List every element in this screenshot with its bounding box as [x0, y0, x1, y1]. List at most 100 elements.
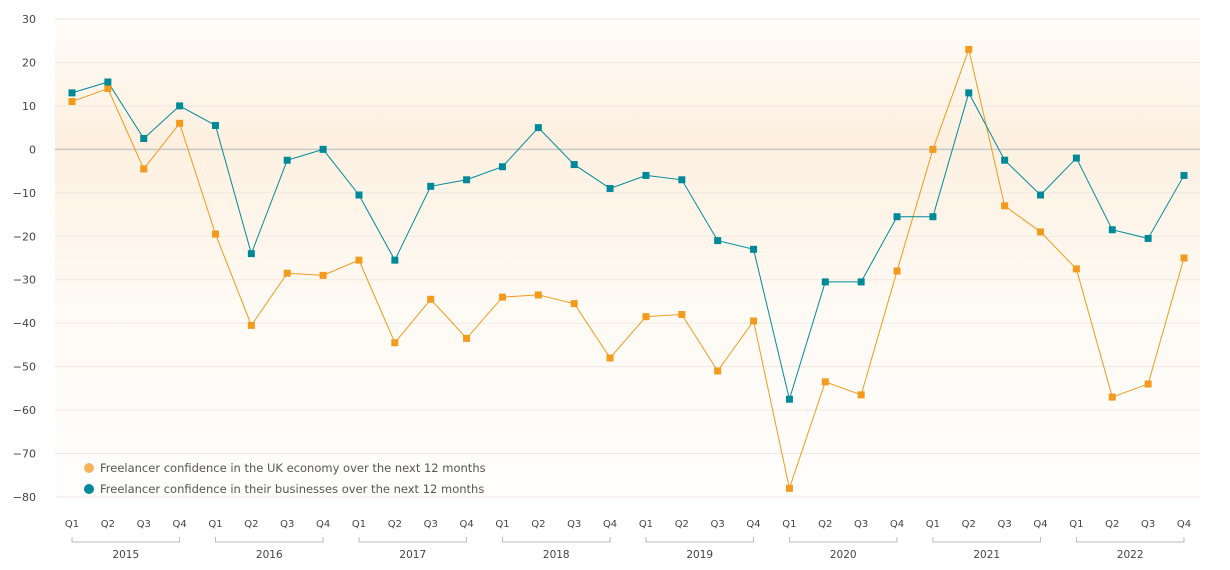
data-point: [427, 295, 435, 303]
data-point: [750, 317, 758, 325]
x-tick-label: Q4: [746, 519, 760, 530]
y-tick-label: −40: [13, 317, 36, 330]
data-point: [355, 191, 363, 199]
year-bracket: [71, 537, 181, 543]
series-line: [71, 47, 1185, 491]
legend-marker-economy: [84, 462, 94, 473]
data-point: [857, 278, 865, 286]
x-tick-label: Q2: [675, 519, 689, 530]
data-point: [283, 269, 291, 277]
x-tick-label: Q1: [65, 519, 79, 530]
y-tick-label: −80: [13, 491, 36, 504]
x-tick-label: Q1: [926, 519, 940, 530]
data-point: [714, 237, 722, 245]
y-tick-label: −50: [13, 361, 36, 374]
data-point: [929, 213, 937, 221]
data-point: [857, 391, 865, 399]
data-point: [570, 300, 578, 308]
data-point: [534, 124, 542, 132]
legend-item-business: Freelancer confidence in their businesse…: [84, 478, 486, 499]
data-point: [319, 145, 327, 153]
y-tick-label: −70: [13, 448, 36, 461]
data-point: [821, 378, 829, 386]
x-tick-label: Q4: [172, 519, 186, 530]
data-point: [678, 176, 686, 184]
data-point: [965, 89, 973, 97]
data-point: [211, 121, 219, 129]
legend-label-business: Freelancer confidence in their businesse…: [100, 481, 485, 496]
x-tick-label: Q2: [388, 519, 402, 530]
data-point: [893, 213, 901, 221]
data-point: [606, 184, 614, 192]
data-point: [1144, 380, 1152, 388]
x-tick-label: Q3: [567, 519, 581, 530]
year-label: 2022: [1117, 549, 1144, 561]
data-point: [750, 245, 758, 253]
data-point: [140, 165, 148, 173]
year-label: 2020: [830, 549, 857, 561]
year-bracket: [501, 537, 611, 543]
legend-marker-business: [84, 483, 94, 494]
x-tick-label: Q1: [495, 519, 509, 530]
data-point: [391, 339, 399, 347]
data-point: [1001, 202, 1009, 210]
data-point: [104, 85, 112, 93]
x-tick-label: Q4: [1033, 519, 1047, 530]
data-point: [1072, 154, 1080, 162]
data-point: [104, 78, 112, 86]
data-point: [355, 256, 363, 264]
data-point: [283, 156, 291, 164]
data-point: [247, 321, 255, 329]
data-point: [498, 293, 506, 301]
data-point: [247, 250, 255, 258]
x-tick-label: Q3: [998, 519, 1012, 530]
data-point: [1180, 171, 1188, 179]
data-point: [785, 484, 793, 492]
data-point: [1108, 226, 1116, 234]
data-point: [929, 145, 937, 153]
data-point: [463, 334, 471, 342]
data-point: [176, 102, 184, 110]
data-point: [1072, 265, 1080, 273]
year-label: 2021: [973, 549, 1000, 561]
year-label: 2018: [543, 549, 570, 561]
y-tick-label: 20: [22, 56, 36, 69]
x-tick-label: Q1: [639, 519, 653, 530]
data-point: [1180, 254, 1188, 262]
data-point: [211, 230, 219, 238]
data-point: [68, 89, 76, 97]
data-point: [534, 291, 542, 299]
x-tick-label: Q3: [1141, 519, 1155, 530]
data-point: [714, 367, 722, 375]
x-tick-label: Q1: [208, 519, 222, 530]
x-tick-label: Q1: [782, 519, 796, 530]
x-tick-label: Q2: [818, 519, 832, 530]
series-line: [71, 81, 1185, 402]
x-tick-label: Q3: [280, 519, 294, 530]
legend-item-economy: Freelancer confidence in the UK economy …: [84, 457, 486, 478]
legend: Freelancer confidence in the UK economy …: [84, 457, 486, 499]
y-tick-label: −20: [13, 230, 36, 243]
year-bracket: [932, 537, 1042, 543]
data-point: [785, 395, 793, 403]
data-point: [642, 313, 650, 321]
x-tick-label: Q1: [352, 519, 366, 530]
y-tick-label: −10: [13, 187, 36, 200]
data-point: [1144, 234, 1152, 242]
data-point: [498, 163, 506, 171]
year-bracket: [358, 537, 468, 543]
x-tick-label: Q2: [101, 519, 115, 530]
x-tick-label: Q2: [1105, 519, 1119, 530]
year-bracket: [788, 537, 898, 543]
x-tick-label: Q3: [137, 519, 151, 530]
x-tick-label: Q4: [890, 519, 904, 530]
data-point: [965, 45, 973, 53]
x-tick-label: Q2: [962, 519, 976, 530]
legend-label-economy: Freelancer confidence in the UK economy …: [100, 460, 486, 475]
x-tick-label: Q4: [1177, 519, 1191, 530]
x-tick-label: Q2: [531, 519, 545, 530]
y-tick-label: 0: [29, 143, 36, 156]
x-tick-label: Q3: [711, 519, 725, 530]
data-point: [893, 267, 901, 275]
